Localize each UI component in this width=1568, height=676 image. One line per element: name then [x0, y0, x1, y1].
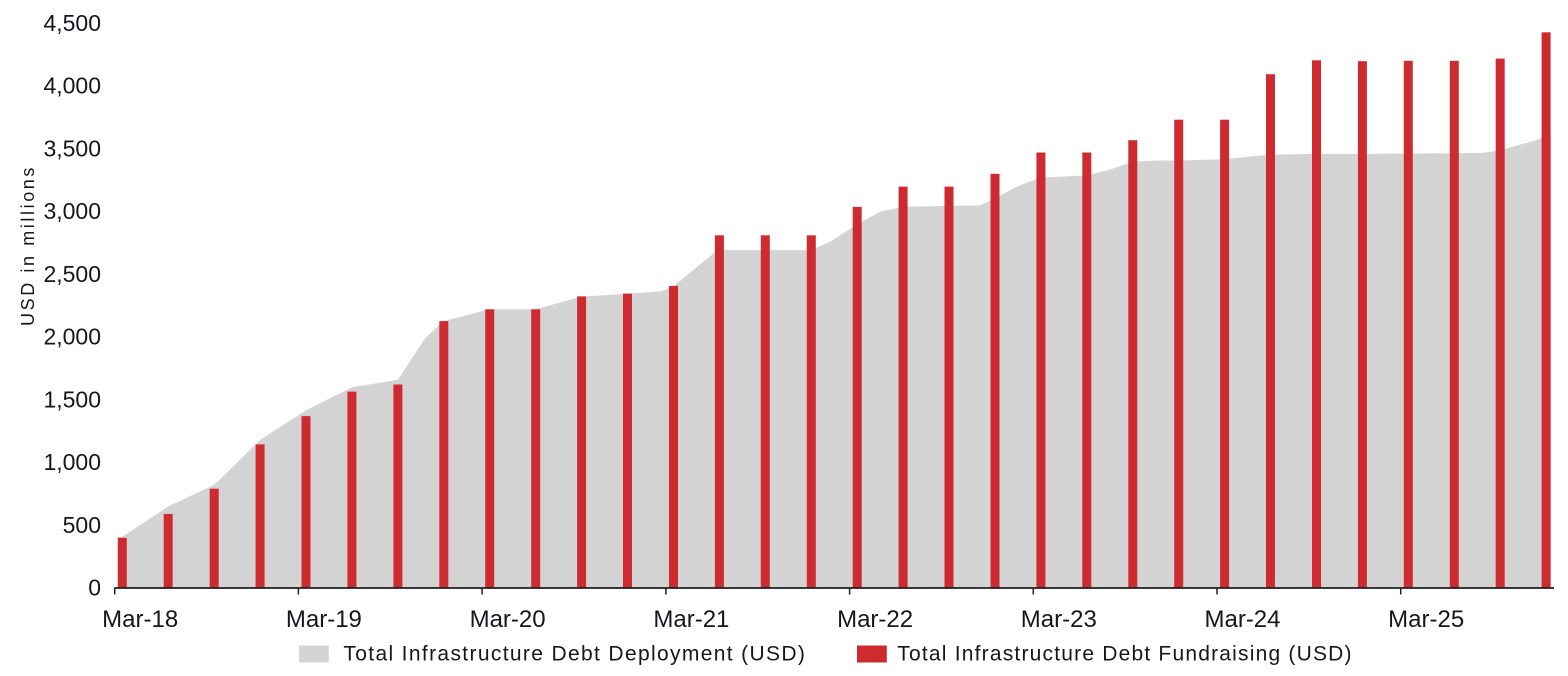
svg-text:Mar-20: Mar-20: [470, 606, 546, 633]
svg-text:3,000: 3,000: [43, 198, 101, 224]
svg-text:4,000: 4,000: [43, 73, 101, 99]
svg-text:USD in millions: USD in millions: [18, 165, 38, 326]
svg-text:Mar-23: Mar-23: [1021, 606, 1097, 633]
svg-text:Mar-22: Mar-22: [837, 606, 913, 633]
svg-text:2,000: 2,000: [43, 324, 101, 350]
svg-text:1,000: 1,000: [43, 449, 101, 475]
svg-text:3,500: 3,500: [43, 136, 101, 162]
svg-text:Mar-24: Mar-24: [1204, 606, 1280, 633]
svg-text:Mar-19: Mar-19: [286, 606, 362, 633]
svg-text:2,500: 2,500: [43, 261, 101, 287]
svg-text:500: 500: [63, 512, 101, 538]
svg-text:Mar-21: Mar-21: [653, 606, 729, 633]
svg-text:Total Infrastructure Debt Depl: Total Infrastructure Debt Deployment (US…: [343, 643, 806, 666]
svg-text:Mar-18: Mar-18: [102, 606, 178, 633]
svg-text:1,500: 1,500: [43, 386, 101, 412]
svg-text:Mar-25: Mar-25: [1388, 606, 1464, 633]
svg-text:Total Infrastructure Debt Fund: Total Infrastructure Debt Fundraising (U…: [897, 643, 1352, 666]
svg-text:0: 0: [88, 575, 101, 601]
svg-text:4,500: 4,500: [43, 10, 101, 36]
